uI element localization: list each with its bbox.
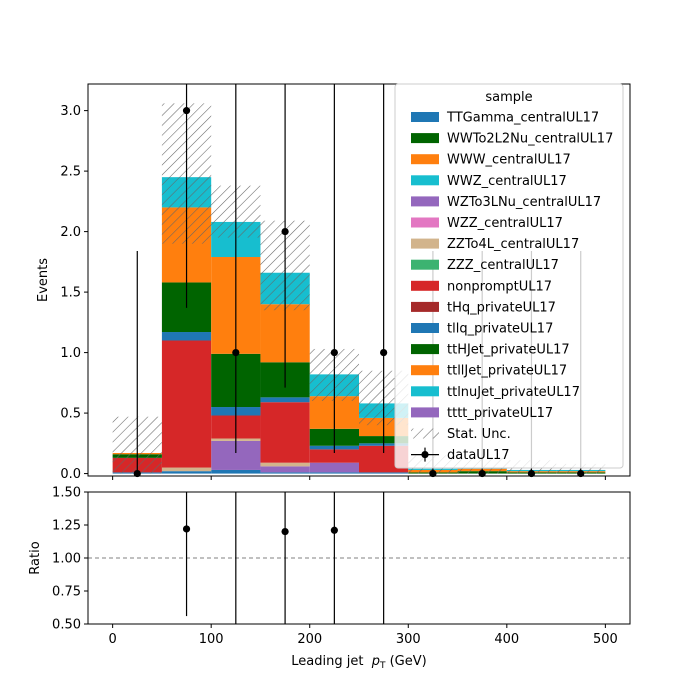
ratio-y-tick-label-0: 0.50 (52, 618, 81, 633)
x-tick-label-2: 200 (297, 632, 322, 647)
legend-swatch-7 (411, 259, 439, 270)
legend-label-11: ttHJet_privateUL17 (447, 343, 570, 358)
legend-box (394, 83, 624, 469)
ratio-points (182, 525, 338, 536)
ratio-y-tick-label-2: 1.00 (52, 552, 81, 567)
bar-nonpromptUL17-bin-4 (309, 449, 359, 463)
bar-ZZTo4L_centralUL17-bin-3 (260, 462, 310, 467)
y-tick-label-4: 2.0 (60, 225, 81, 240)
data-point-1 (182, 107, 191, 115)
legend-swatch-13 (411, 386, 439, 397)
legend-label-7: ZZZ_centralUL17 (447, 258, 559, 273)
data-point-4 (330, 348, 338, 357)
legend-label-1: WWTo2L2Nu_centralUL17 (447, 132, 613, 147)
legend-swatch-2 (411, 154, 439, 165)
legend-swatch-11 (411, 344, 439, 355)
legend-title: sample (485, 90, 532, 105)
legend-swatch-4 (411, 196, 439, 207)
legend-swatch-12 (411, 365, 439, 376)
ratio-point-1 (281, 528, 289, 536)
y-tick-label-5: 2.5 (60, 165, 81, 180)
legend-data-marker (421, 451, 429, 459)
legend-swatch-5 (411, 217, 439, 228)
main-axes-frame (87, 83, 631, 477)
y-tick-label-6: 3.0 (60, 104, 81, 119)
legend-entries: TTGamma_centralUL17 WWTo2L2Nu_centralUL17… (411, 111, 613, 463)
x-tick-label-0: 0 (108, 632, 116, 647)
data-point-2 (232, 348, 240, 357)
legend-label-data: dataUL17 (447, 448, 510, 463)
ratio-y-tick-label-1: 0.75 (52, 585, 81, 600)
bar-TTGamma_centralUL17-bin-5 (359, 472, 409, 474)
bar-nonpromptUL17-bin-3 (260, 402, 310, 463)
legend-label-4: WZTo3LNu_centralUL17 (447, 195, 601, 210)
legend-swatch-stat-unc (411, 428, 439, 439)
legend-swatch-6 (411, 238, 439, 249)
ratio-y-axis-label: Ratio (28, 541, 43, 574)
y-tick-label-2: 1.0 (60, 346, 81, 361)
legend-swatch-14 (411, 407, 439, 418)
ratio-point-2 (330, 526, 338, 534)
legend-label-12: ttllJet_privateUL17 (447, 364, 567, 379)
legend-swatch-10 (411, 323, 439, 333)
ratio-x-ticks: 0 100 200 300 400 500 (108, 624, 618, 647)
x-tick-label-5: 500 (593, 632, 618, 647)
data-point-8 (527, 469, 536, 478)
bar-tllq_privateUL17-bin-3 (260, 397, 310, 403)
bar-WZTo3LNu_centralUL17-bin-4 (309, 462, 359, 473)
y-tick-label-1: 0.5 (60, 407, 81, 422)
x-axis-label-unit: (GeV) (385, 654, 426, 669)
legend-label-3: WWZ_centralUL17 (447, 174, 567, 189)
y-tick-label-3: 1.5 (60, 286, 81, 301)
legend-swatch-9 (411, 301, 439, 312)
x-tick-label-1: 100 (199, 632, 224, 647)
data-point-7 (478, 469, 486, 478)
legend-label-5: WZZ_centralUL17 (447, 216, 563, 231)
ratio-panel: 0.50 0.75 1.00 1.25 1.50 0 100 200 300 400 500 Ra… (28, 486, 631, 671)
ratio-point-0 (182, 525, 191, 533)
x-axis-label-subscript: T (379, 661, 386, 671)
x-tick-label-4: 400 (494, 632, 519, 647)
bar-TTGamma_centralUL17-bin-1 (161, 471, 212, 474)
legend-swatch-1 (411, 133, 439, 144)
legend: sample TTGamma_centralUL17 WWTo2L2Nu_cent… (394, 83, 624, 469)
legend-label-8: nonpromptUL17 (447, 279, 552, 294)
bar-WZTo3LNu_centralUL17-bin-3 (260, 466, 310, 473)
bar-TTGamma_centralUL17-bin-4 (309, 472, 359, 474)
legend-swatch-8 (411, 280, 439, 291)
legend-label-14: tttt_privateUL17 (447, 406, 553, 421)
x-axis-label-text: Leading jet (291, 654, 371, 669)
main-y-axis-label: Events (36, 258, 51, 302)
main-y-ticks: 0.0 0.5 1.0 1.5 2.0 2.5 3.0 (60, 104, 88, 482)
legend-swatch-3 (411, 175, 439, 186)
x-axis-label-symbol: p (371, 654, 380, 669)
data-point-0 (133, 469, 141, 478)
legend-label-9: tHq_privateUL17 (447, 300, 556, 315)
legend-label-0: TTGamma_centralUL17 (446, 111, 599, 126)
data-point-3 (281, 228, 289, 236)
data-point-5 (380, 348, 388, 357)
legend-swatch-0 (411, 112, 439, 122)
bar-nonpromptUL17-bin-1 (161, 340, 212, 468)
ratio-y-ticks: 0.50 0.75 1.00 1.25 1.50 (52, 486, 88, 633)
y-tick-label-0: 0.0 (60, 467, 81, 482)
ratio-y-tick-label-4: 1.50 (52, 486, 81, 501)
x-tick-label-3: 300 (396, 632, 421, 647)
legend-label-6: ZZTo4L_centralUL17 (447, 237, 579, 252)
x-axis-label: Leading jet pT (GeV) (291, 654, 426, 671)
legend-label-2: WWW_centralUL17 (447, 153, 571, 168)
legend-label-stat-unc: Stat. Unc. (447, 427, 511, 442)
ratio-error-bars (185, 492, 385, 624)
ratio-y-tick-label-3: 1.25 (52, 519, 81, 534)
bar-ZZTo4L_centralUL17-bin-1 (161, 467, 212, 472)
data-point-6 (429, 469, 437, 478)
main-x-ticks (112, 476, 606, 480)
bar-TTGamma_centralUL17-bin-3 (260, 472, 310, 474)
legend-label-10: tllq_privateUL17 (447, 322, 553, 337)
bar-TTGamma_centralUL17-bin-2 (211, 469, 261, 474)
data-point-9 (577, 469, 585, 478)
bar-tllq_privateUL17-bin-1 (161, 332, 212, 341)
legend-label-13: ttlnuJet_privateUL17 (447, 385, 580, 400)
